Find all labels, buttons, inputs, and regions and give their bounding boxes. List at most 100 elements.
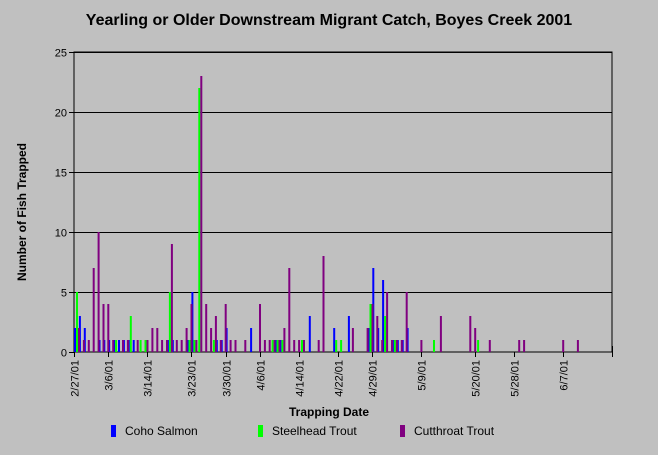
bar-cutthroat-trout	[283, 328, 286, 352]
x-tick-label: 4/29/01	[368, 360, 380, 397]
bar-cutthroat-trout	[386, 292, 389, 352]
x-tick-label: 3/14/01	[143, 360, 155, 397]
bar-cutthroat-trout	[214, 316, 217, 352]
bar-cutthroat-trout	[102, 304, 105, 352]
legend: Coho Salmon Steelhead Trout Cutthroat Tr…	[0, 424, 658, 444]
bar-steelhead-trout	[129, 316, 132, 352]
x-tick-label: 6/7/01	[559, 360, 571, 391]
bar-cutthroat-trout	[195, 340, 198, 352]
bar-steelhead-trout	[369, 304, 372, 352]
x-tick-label: 4/14/01	[295, 360, 307, 397]
bar-cutthroat-trout	[219, 340, 222, 352]
bar-cutthroat-trout	[439, 316, 442, 352]
bar-steelhead-trout	[139, 340, 142, 352]
x-axis-label: Trapping Date	[288, 405, 369, 419]
bar-cutthroat-trout	[395, 340, 398, 352]
y-tick-label: 5	[61, 288, 67, 300]
bar-coho-salmon	[333, 328, 336, 352]
y-tick-label: 10	[55, 228, 67, 240]
bar-coho-salmon	[347, 316, 350, 352]
bar-steelhead-trout	[477, 340, 480, 352]
bar-cutthroat-trout	[92, 268, 95, 352]
x-tick-label: 3/30/01	[222, 360, 234, 397]
y-tick-label: 0	[61, 348, 67, 360]
bar-steelhead-trout	[433, 340, 435, 352]
legend-swatch-steelhead-trout	[258, 425, 263, 437]
bar-cutthroat-trout	[469, 316, 472, 352]
bar-cutthroat-trout	[273, 340, 276, 352]
bar-cutthroat-trout	[293, 340, 296, 352]
bar-cutthroat-trout	[303, 340, 305, 352]
bar-cutthroat-trout	[166, 340, 168, 352]
bar-cutthroat-trout	[405, 292, 408, 352]
bar-steelhead-trout	[340, 340, 343, 352]
legend-label-cutthroat-trout: Cutthroat Trout	[414, 424, 495, 438]
bar-cutthroat-trout	[244, 340, 247, 352]
bar-cutthroat-trout	[112, 340, 115, 352]
plot-area	[73, 51, 613, 353]
bar-cutthroat-trout	[97, 232, 100, 352]
bar-cutthroat-trout	[161, 340, 164, 352]
bar-cutthroat-trout	[391, 340, 393, 352]
bar-cutthroat-trout	[82, 340, 85, 352]
bar-cutthroat-trout	[420, 340, 423, 352]
x-tick-label: 3/6/01	[104, 360, 116, 391]
bar-cutthroat-trout	[562, 340, 565, 352]
bar-steelhead-trout	[276, 340, 279, 352]
y-tick-label: 15	[55, 168, 67, 180]
legend-label-coho-salmon: Coho Salmon	[125, 424, 198, 438]
x-tick-label: 4/6/01	[256, 360, 268, 391]
bar-cutthroat-trout	[288, 268, 291, 352]
bar-steelhead-trout	[76, 292, 78, 352]
bar-coho-salmon	[118, 340, 120, 352]
x-tick-label: 5/9/01	[417, 360, 429, 391]
bar-coho-salmon	[250, 328, 253, 352]
bar-cutthroat-trout	[170, 244, 173, 352]
bar-cutthroat-trout	[229, 340, 232, 352]
bar-steelhead-trout	[281, 340, 284, 352]
bar-steelhead-trout	[393, 340, 396, 352]
bar-cutthroat-trout	[298, 340, 301, 352]
bar-cutthroat-trout	[366, 328, 369, 352]
bar-cutthroat-trout	[351, 328, 354, 352]
bar-cutthroat-trout	[87, 340, 90, 352]
bar-steelhead-trout	[212, 340, 215, 352]
bar-cutthroat-trout	[259, 304, 261, 352]
bar-cutthroat-trout	[381, 340, 384, 352]
bar-steelhead-trout	[198, 88, 201, 352]
bar-cutthroat-trout	[156, 328, 159, 352]
bar-steelhead-trout	[384, 316, 387, 352]
bar-cutthroat-trout	[151, 328, 154, 352]
bar-coho-salmon	[382, 280, 385, 352]
y-tick-label: 25	[55, 48, 67, 60]
bar-cutthroat-trout	[126, 340, 129, 352]
x-tick-label: 3/23/01	[187, 360, 199, 397]
bar-steelhead-trout	[301, 340, 303, 352]
legend-swatch-cutthroat-trout	[400, 425, 405, 437]
bar-cutthroat-trout	[263, 340, 266, 352]
bar-coho-salmon	[308, 316, 311, 352]
bar-cutthroat-trout	[224, 304, 227, 352]
x-tick-label: 4/22/01	[334, 360, 346, 397]
bar-cutthroat-trout	[278, 340, 281, 352]
bar-cutthroat-trout	[322, 256, 325, 352]
bar-coho-salmon	[74, 328, 76, 352]
bar-steelhead-trout	[193, 340, 196, 352]
bar-cutthroat-trout	[146, 340, 149, 352]
bar-steelhead-trout	[271, 340, 274, 352]
legend-label-steelhead-trout: Steelhead Trout	[272, 424, 357, 438]
x-tick-label: 2/27/01	[70, 360, 82, 397]
bar-cutthroat-trout	[78, 328, 80, 352]
bar-cutthroat-trout	[317, 340, 320, 352]
bar-cutthroat-trout	[376, 316, 379, 352]
bar-coho-salmon	[132, 340, 135, 352]
bar-cutthroat-trout	[234, 340, 237, 352]
legend-item-cutthroat-trout: Cutthroat Trout	[400, 424, 494, 438]
bar-steelhead-trout	[168, 292, 171, 352]
bar-cutthroat-trout	[371, 304, 374, 352]
bar-steelhead-trout	[188, 340, 191, 352]
x-tick-label: 5/20/01	[471, 360, 483, 397]
bar-cutthroat-trout	[268, 340, 271, 352]
bar-cutthroat-trout	[200, 76, 203, 352]
